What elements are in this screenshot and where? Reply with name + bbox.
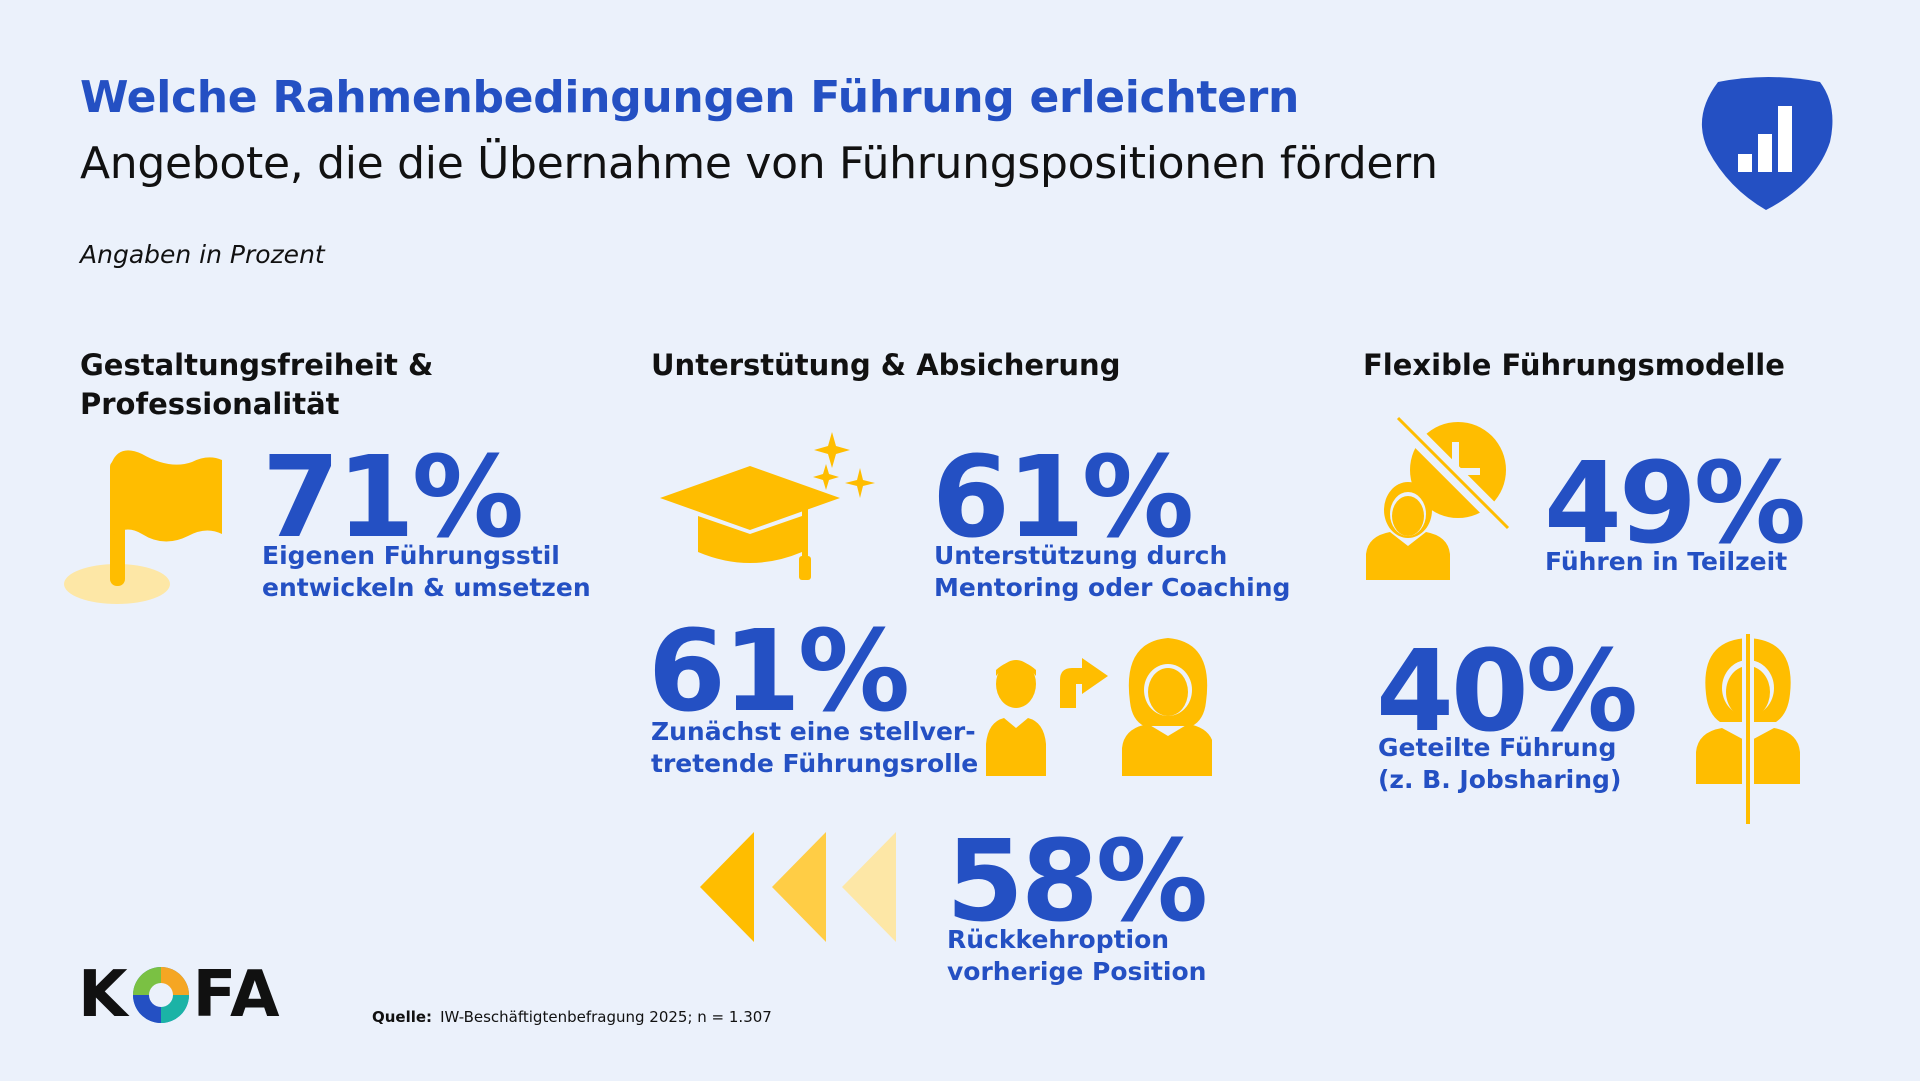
kofa-logo-letters-fa: FA: [192, 958, 281, 1032]
stat-label-line: Unterstützung durch: [934, 541, 1228, 570]
graduation-cap-icon: [660, 432, 875, 580]
stat-value-rueckkehr: 58%: [946, 817, 1208, 947]
stat-label-fuehrungsstil: Eigenen Führungsstil entwickeln & umsetz…: [262, 540, 591, 604]
unit-note: Angaben in Prozent: [80, 240, 325, 269]
stat-label-line: Geteilte Führung: [1378, 733, 1617, 762]
stat-label-line: Eigenen Führungsstil: [262, 541, 560, 570]
flag-icon: [64, 450, 222, 604]
stat-label-line: (z. B. Jobsharing): [1378, 765, 1622, 794]
stat-label-mentoring: Unterstützung durch Mentoring oder Coach…: [934, 540, 1290, 604]
stat-label-line: Rückkehroption: [947, 925, 1170, 954]
section-heading-line: Professionalität: [80, 387, 340, 422]
stat-label-teilzeit: Führen in Teilzeit: [1545, 546, 1787, 578]
kofa-logo: K FA: [78, 958, 281, 1032]
stat-value-jobsharing: 40%: [1376, 627, 1638, 757]
stat-label-line: vorherige Position: [947, 957, 1207, 986]
stat-value-fuehrungsstil: 71%: [262, 433, 524, 563]
kofa-logo-aperture-icon: [132, 967, 189, 1023]
section-heading-unterstuetzung: Unterstütung & Absicherung: [651, 348, 1121, 382]
page-title: Welche Rahmenbedingungen Führung erleich…: [80, 72, 1300, 123]
split-person-icon: [1696, 634, 1800, 824]
section-heading-flexible: Flexible Führungsmodelle: [1363, 348, 1785, 382]
stat-label-stellvertretend: Zunächst eine stellver- tretende Führung…: [651, 716, 978, 780]
stat-label-rueckkehr: Rückkehroption vorherige Position: [947, 924, 1206, 988]
person-part-time-clock-icon: [1366, 414, 1512, 580]
page-subtitle: Angebote, die die Übernahme von Führungs…: [80, 138, 1438, 189]
stat-label-line: entwickeln & umsetzen: [262, 573, 591, 602]
source-label: Quelle:: [372, 1008, 433, 1026]
brand-shield-chart-icon: [1701, 77, 1833, 210]
person-arrow-person-icon: [986, 638, 1212, 776]
stat-label-line: Führen in Teilzeit: [1545, 547, 1788, 576]
stat-label-line: Zunächst eine stellver-: [651, 717, 976, 746]
kofa-logo-letter-k: K: [78, 958, 129, 1032]
stat-value-mentoring: 61%: [932, 433, 1194, 563]
stat-label-jobsharing: Geteilte Führung (z. B. Jobsharing): [1378, 732, 1621, 796]
section-heading-line: Gestaltungsfreiheit &: [80, 348, 434, 382]
source-text: IW-Beschäftigtenbefragung 2025; n = 1.30…: [440, 1008, 772, 1026]
stat-label-line: tretende Führungsrolle: [651, 749, 979, 778]
stat-value-teilzeit: 49%: [1544, 439, 1806, 569]
back-chevrons-icon: [700, 832, 896, 942]
stat-label-line: Mentoring oder Coaching: [934, 573, 1291, 602]
section-heading-gestaltungsfreiheit: Gestaltungsfreiheit & Professionalität: [80, 346, 433, 424]
source-note: Quelle: IW-Beschäftigtenbefragung 2025; n…: [372, 1008, 772, 1026]
stat-value-stellvertretend: 61%: [648, 607, 910, 737]
